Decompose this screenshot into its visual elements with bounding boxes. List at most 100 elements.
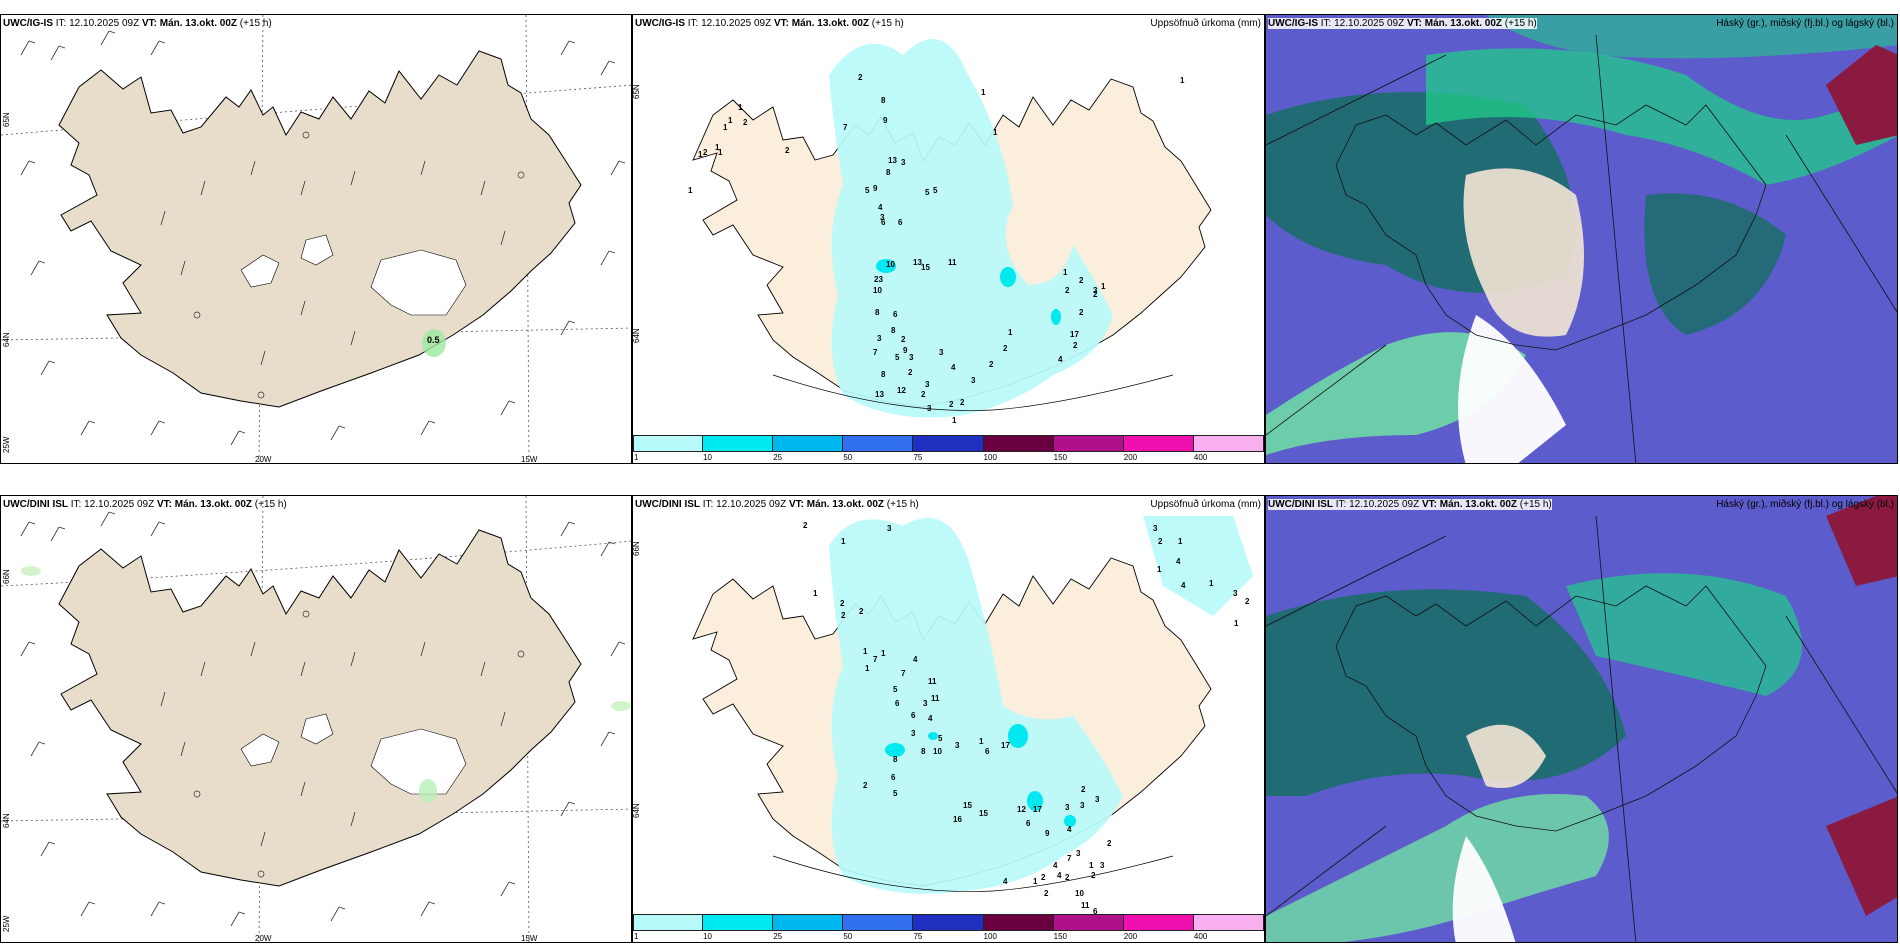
precip-value: 1 xyxy=(841,537,846,546)
precip-value: 7 xyxy=(843,123,848,132)
colorbar-tick: 200 xyxy=(1123,932,1138,941)
precip-value: 6 xyxy=(891,773,896,782)
glaciers xyxy=(240,234,467,316)
precip-value: 6 xyxy=(911,711,916,720)
precip-patch xyxy=(419,779,437,803)
colorbar: 1 10 25 50 75 100 150 200 400 xyxy=(633,914,1264,942)
panel-clouds-igis: UWC/IG-IS IT: 12.10.2025 09Z VT: Mán. 13… xyxy=(1265,14,1898,464)
colorbar-tick: 75 xyxy=(913,453,923,462)
precip-value: 5 xyxy=(865,186,870,195)
colorbar-frame xyxy=(633,435,1264,452)
precip-value: 3 xyxy=(927,404,932,413)
precip-value: 6 xyxy=(881,218,886,227)
colorbar-tick: 50 xyxy=(843,932,853,941)
precip-value: 2 xyxy=(960,398,965,407)
precip-value: 1 xyxy=(698,150,703,159)
precip-value: 3 xyxy=(1065,803,1070,812)
wind-map xyxy=(1,496,631,942)
precip-area xyxy=(829,517,1123,894)
precip-value: 2 xyxy=(1079,308,1084,317)
precip-value: 11 xyxy=(931,694,940,703)
precip-value: 1 xyxy=(863,647,868,656)
clear-land xyxy=(1466,724,1546,788)
precip-value: 1 xyxy=(1089,861,1094,870)
precip-value: 2 xyxy=(1041,873,1046,882)
panel-wind-igis: UWC/IG-IS IT: 12.10.2025 09Z VT: Mán. 13… xyxy=(0,14,632,464)
panel-clouds-dini: UWC/DINI ISL IT: 12.10.2025 09Z VT: Mán.… xyxy=(1265,495,1898,943)
precip-value: 1 xyxy=(865,664,870,673)
panel-title: Háský (gr.), miðský (fj.bl.) og lágský (… xyxy=(1716,18,1894,29)
colorbar-swatch xyxy=(1053,914,1124,931)
precip-value: 6 xyxy=(985,747,990,756)
lon-label: 25W xyxy=(2,915,11,932)
panel-wind-dini: UWC/DINI ISL IT: 12.10.2025 09Z VT: Mán.… xyxy=(0,495,632,943)
precip-value: 3 xyxy=(1093,286,1098,295)
colorbar-swatch xyxy=(843,435,914,452)
precip-value: 4 xyxy=(928,714,933,723)
low-cloud-layer xyxy=(1486,15,1897,59)
precip-value: 13 xyxy=(875,390,884,399)
lat-label: 64N xyxy=(2,813,11,828)
precip-value: 4 xyxy=(1058,355,1063,364)
precip-patch xyxy=(422,329,446,357)
precip-value: 2 xyxy=(1079,276,1084,285)
colorbar-swatch xyxy=(633,914,704,931)
clear-land xyxy=(1463,168,1584,337)
precip-value: 10 xyxy=(886,260,895,269)
clear-sky xyxy=(1452,836,1516,942)
low-cloud-layer xyxy=(1266,794,1609,942)
lat-label: 66N xyxy=(632,541,641,556)
colorbar-tick: 400 xyxy=(1193,932,1208,941)
precip-value: 7 xyxy=(873,655,878,664)
precip-patch xyxy=(611,701,631,711)
lon-label: 25W xyxy=(2,436,11,453)
precip-value: 2 xyxy=(803,521,808,530)
precip-value: 1 xyxy=(1157,565,1162,574)
colorbar-tick: 25 xyxy=(773,932,783,941)
panel-title: Uppsöfnuð úrkoma (mm) xyxy=(1150,499,1261,510)
precip-value: 3 xyxy=(955,741,960,750)
precip-value: 1 xyxy=(1180,76,1185,85)
precip-value: 9 xyxy=(903,346,908,355)
precip-value: 11 xyxy=(948,258,957,267)
precip-value: 17 xyxy=(1001,741,1010,750)
precip-value: 2 xyxy=(1065,873,1070,882)
precip-value: 10 xyxy=(873,286,882,295)
clear-sky xyxy=(1458,315,1566,463)
high-cloud-layer xyxy=(1644,193,1786,335)
precip-value: 2 xyxy=(1081,785,1086,794)
precip-value: 3 xyxy=(1080,801,1085,810)
low-cloud-layer xyxy=(1426,48,1897,185)
precip-value: 2 xyxy=(1003,344,1008,353)
colorbar-swatch xyxy=(913,914,984,931)
precip-value: 4 xyxy=(878,203,883,212)
precip-value: 5 xyxy=(893,789,898,798)
precip-value: 3 xyxy=(971,376,976,385)
colorbar-tick: 200 xyxy=(1123,453,1138,462)
precip-value: 13 xyxy=(888,156,897,165)
colorbar-swatch xyxy=(703,914,774,931)
precip-value: 3 xyxy=(923,699,928,708)
lon-label: 15W xyxy=(521,934,538,943)
precip-value: 1 xyxy=(1178,537,1183,546)
precip-value: 2 xyxy=(859,607,864,616)
precip-value: 1 xyxy=(1209,579,1214,588)
precip-value: 3 xyxy=(887,524,892,533)
cloud-map xyxy=(1266,496,1897,942)
colorbar-tick: 10 xyxy=(703,932,713,941)
precip-area xyxy=(829,39,1113,418)
precip-value: 15 xyxy=(963,801,972,810)
precip-value: 6 xyxy=(1093,907,1098,916)
precip-value: 2 xyxy=(1044,889,1049,898)
panel-title: Uppsöfnuð úrkoma (mm) xyxy=(1150,18,1261,29)
high-cloud-dense xyxy=(1826,496,1897,586)
lon-label: 20W xyxy=(255,934,272,943)
colorbar-swatch xyxy=(1053,435,1124,452)
coast-line xyxy=(772,855,1174,892)
precip-value: 3 xyxy=(901,158,906,167)
precip-value: 11 xyxy=(1081,901,1090,910)
precip-value: 1 xyxy=(728,116,733,125)
precip-value: 17 xyxy=(1033,805,1042,814)
high-cloud-dense xyxy=(1826,796,1897,916)
